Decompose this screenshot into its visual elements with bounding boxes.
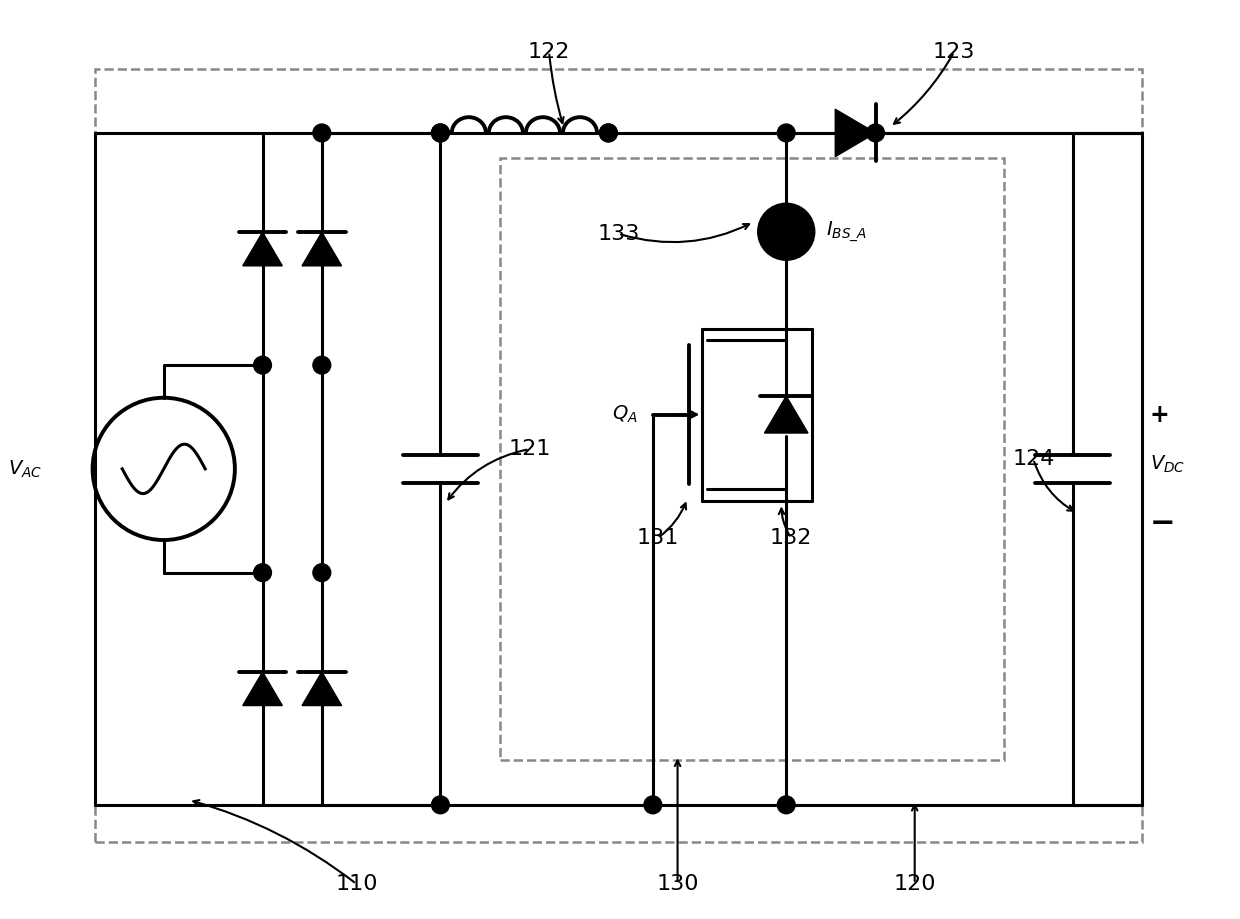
Text: 131: 131	[636, 528, 680, 548]
Text: 132: 132	[770, 528, 812, 548]
Circle shape	[312, 357, 331, 374]
Circle shape	[312, 124, 331, 142]
Bar	[94, 69, 1142, 843]
Circle shape	[644, 796, 662, 813]
Polygon shape	[765, 396, 808, 433]
Circle shape	[254, 563, 272, 582]
Circle shape	[759, 204, 813, 259]
Text: $V_{DC}$: $V_{DC}$	[1149, 453, 1185, 474]
Text: −: −	[1149, 509, 1176, 538]
Text: 130: 130	[656, 874, 699, 894]
Bar	[500, 158, 1003, 760]
Text: 123: 123	[932, 42, 976, 62]
Text: $I_{BS\_A}$: $I_{BS\_A}$	[826, 220, 867, 244]
Circle shape	[312, 563, 331, 582]
Circle shape	[432, 124, 449, 142]
Circle shape	[777, 124, 795, 142]
Text: +: +	[1149, 403, 1169, 426]
Text: 121: 121	[508, 439, 551, 460]
Circle shape	[867, 124, 884, 142]
Polygon shape	[243, 233, 283, 266]
Polygon shape	[836, 109, 875, 156]
Polygon shape	[303, 233, 341, 266]
Text: 124: 124	[1012, 449, 1054, 469]
Circle shape	[599, 124, 618, 142]
Text: $Q_A$: $Q_A$	[613, 403, 639, 425]
Circle shape	[432, 124, 449, 142]
Circle shape	[254, 357, 272, 374]
Polygon shape	[243, 672, 283, 706]
Circle shape	[599, 124, 618, 142]
Polygon shape	[303, 672, 341, 706]
Text: 122: 122	[528, 42, 570, 62]
Circle shape	[777, 796, 795, 813]
Circle shape	[432, 796, 449, 813]
Text: $V_{AC}$: $V_{AC}$	[7, 459, 42, 480]
Text: 133: 133	[598, 223, 640, 244]
Text: 120: 120	[894, 874, 936, 894]
Text: 110: 110	[335, 874, 378, 894]
